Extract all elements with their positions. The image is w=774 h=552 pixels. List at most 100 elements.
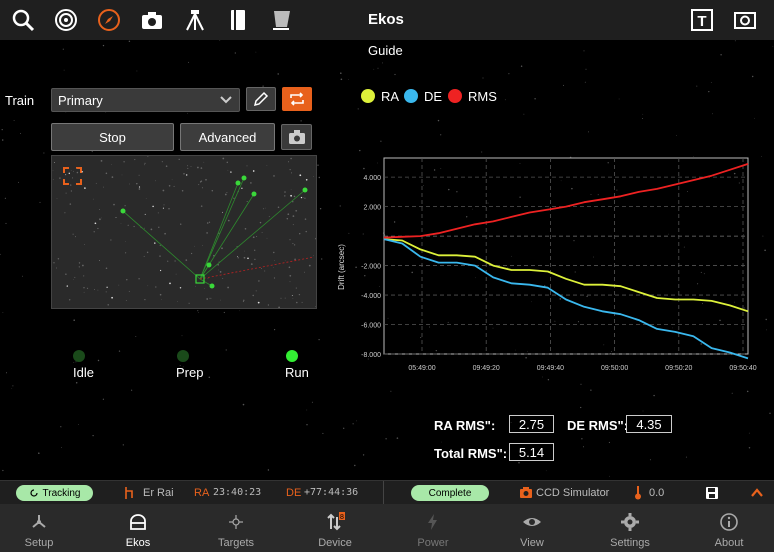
frame-star (70, 170, 72, 172)
frame-star (169, 282, 171, 285)
guide-vector (199, 264, 210, 280)
legend-de-label: DE (424, 89, 443, 104)
frame-star (64, 212, 66, 214)
edit-train-button[interactable] (246, 87, 276, 111)
text-overlay-icon[interactable]: T (688, 6, 716, 34)
frame-star (218, 232, 220, 234)
frame-star (304, 197, 306, 199)
star (208, 376, 211, 379)
frame-star (244, 228, 247, 230)
tripod-icon[interactable] (181, 6, 209, 34)
nav-power[interactable]: Power (384, 504, 482, 552)
mount-status-badge[interactable]: Tracking (16, 485, 93, 501)
star (642, 113, 644, 115)
notebook-icon[interactable] (224, 6, 252, 34)
nav-ekos[interactable]: Ekos (89, 504, 187, 552)
de-rms-label: DE RMS": (567, 418, 629, 433)
compass-icon[interactable] (95, 6, 123, 34)
star (363, 167, 365, 170)
star (456, 191, 458, 193)
star (362, 454, 365, 456)
star (267, 469, 270, 471)
frame-star (160, 269, 162, 272)
power-icon (428, 514, 437, 530)
flat-icon[interactable] (267, 6, 295, 34)
star (340, 78, 343, 81)
star (387, 317, 389, 319)
star (440, 441, 442, 443)
star (560, 180, 562, 182)
stop-button[interactable]: Stop (51, 123, 174, 151)
star (712, 113, 713, 115)
capture-frame-button[interactable] (281, 124, 312, 150)
nav-about[interactable]: About (680, 504, 774, 552)
guide-vector (122, 210, 201, 280)
screenshot-icon[interactable] (731, 6, 759, 34)
frame-star (206, 298, 209, 300)
frame-star (147, 285, 149, 287)
chevron-up-icon[interactable] (751, 487, 763, 499)
frame-star (83, 287, 85, 289)
frame-star (150, 228, 153, 231)
drift-chart[interactable]: 4.000 2.000 -2.000 -4.000 -6.000 -8.000 05:49:… (334, 82, 774, 387)
train-select-value: Primary (58, 93, 103, 108)
star (765, 318, 767, 321)
star (734, 301, 735, 303)
frame-star (230, 171, 232, 173)
star (364, 275, 366, 277)
train-select[interactable]: Primary (51, 88, 240, 112)
star (181, 335, 183, 337)
frame-star (284, 297, 286, 299)
frame-star (208, 221, 211, 223)
frame-star (177, 301, 178, 302)
frame-star (186, 174, 188, 176)
nav-device[interactable]: 8 Device (286, 504, 384, 552)
frame-star (211, 190, 214, 192)
frame-star (111, 296, 113, 299)
mount-name: Er Rai (143, 487, 174, 499)
target-icon[interactable] (52, 6, 80, 34)
star (762, 235, 764, 237)
camera-icon[interactable] (138, 6, 166, 34)
star (754, 117, 755, 119)
frame-star (298, 293, 301, 296)
mount-icon (125, 487, 133, 499)
search-icon[interactable] (9, 6, 37, 34)
star (603, 344, 605, 346)
star (746, 390, 749, 393)
legend-rms-label: RMS (468, 89, 497, 104)
star (0, 253, 1, 255)
frame-star (97, 289, 99, 291)
series-line-rms (383, 163, 749, 239)
frame-star (246, 200, 248, 202)
nav-view[interactable]: View (483, 504, 581, 552)
nav-setup[interactable]: Setup (0, 504, 88, 552)
frame-star (261, 231, 263, 233)
frame-star (52, 179, 54, 180)
swap-button[interactable] (282, 87, 312, 111)
guide-frame-view[interactable] (51, 155, 317, 309)
star (581, 438, 583, 440)
legend-de-dot (404, 89, 418, 103)
frame-star (315, 237, 316, 240)
nav-settings[interactable]: Settings (581, 504, 679, 552)
frame-star (157, 212, 159, 214)
save-icon[interactable] (706, 487, 718, 499)
frame-star (292, 243, 294, 245)
frame-star (97, 227, 99, 230)
star (738, 182, 740, 184)
star (573, 240, 575, 242)
star (92, 434, 94, 437)
star (234, 52, 236, 54)
nav-ekos-label: Ekos (125, 537, 151, 549)
star (697, 283, 699, 285)
star (518, 462, 520, 464)
frame-star (174, 260, 176, 262)
nav-targets[interactable]: Targets (187, 504, 285, 552)
capture-status-badge[interactable]: Complete (411, 485, 489, 501)
star (547, 379, 550, 381)
frame-star (243, 256, 246, 259)
advanced-button[interactable]: Advanced (180, 123, 275, 151)
frame-star (296, 301, 298, 304)
frame-star (226, 161, 229, 164)
